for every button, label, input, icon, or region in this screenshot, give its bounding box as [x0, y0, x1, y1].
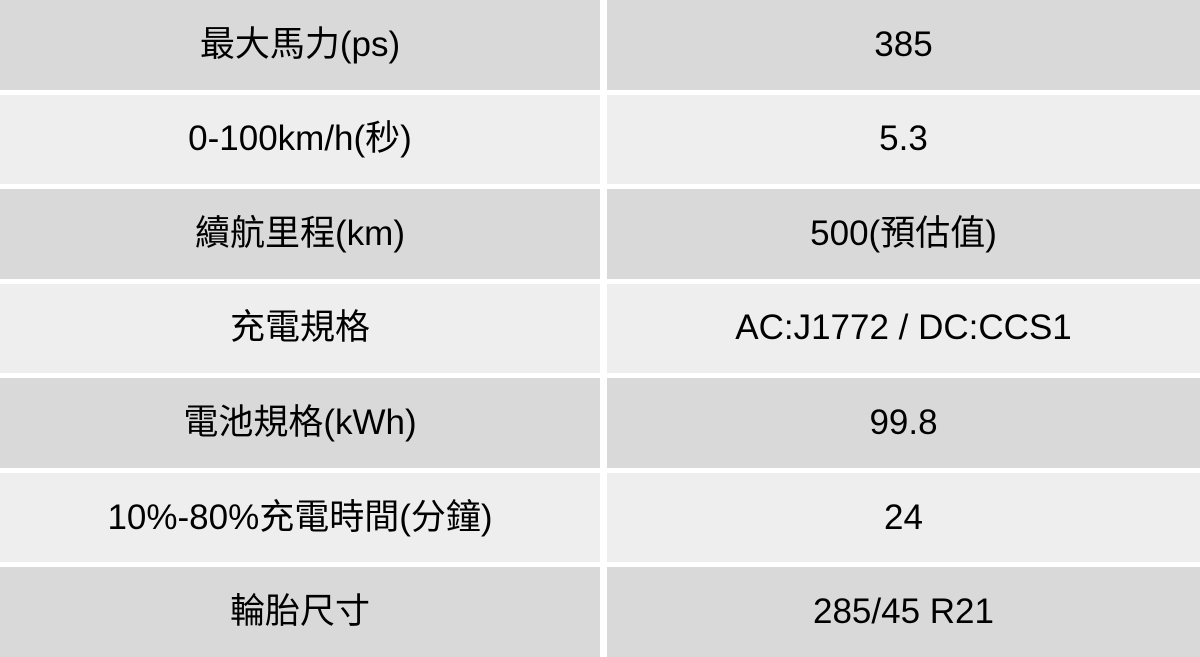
table-row: 充電規格 AC:J1772 / DC:CCS1	[0, 283, 1200, 374]
spec-label-cell: 輪胎尺寸	[0, 567, 600, 657]
spec-value-cell: 500(預估值)	[607, 189, 1200, 279]
spec-value-cell: 385	[607, 0, 1200, 90]
spec-label-cell: 最大馬力(ps)	[0, 0, 600, 90]
spec-label-cell: 電池規格(kWh)	[0, 378, 600, 468]
spec-value-cell: AC:J1772 / DC:CCS1	[607, 283, 1200, 374]
spec-label-cell: 續航里程(km)	[0, 189, 600, 279]
table-row: 電池規格(kWh) 99.8	[0, 378, 1200, 468]
table-row: 0-100km/h(秒) 5.3	[0, 94, 1200, 185]
spec-value-cell: 5.3	[607, 94, 1200, 185]
spec-value-cell: 99.8	[607, 378, 1200, 468]
spec-label-cell: 0-100km/h(秒)	[0, 94, 600, 185]
table-row: 最大馬力(ps) 385	[0, 0, 1200, 90]
table-row: 續航里程(km) 500(預估值)	[0, 189, 1200, 279]
table-row: 輪胎尺寸 285/45 R21	[0, 567, 1200, 657]
spec-value-cell: 24	[607, 472, 1200, 563]
table-row: 10%-80%充電時間(分鐘) 24	[0, 472, 1200, 563]
spec-value-cell: 285/45 R21	[607, 567, 1200, 657]
spec-label-cell: 充電規格	[0, 283, 600, 374]
spec-label-cell: 10%-80%充電時間(分鐘)	[0, 472, 600, 563]
